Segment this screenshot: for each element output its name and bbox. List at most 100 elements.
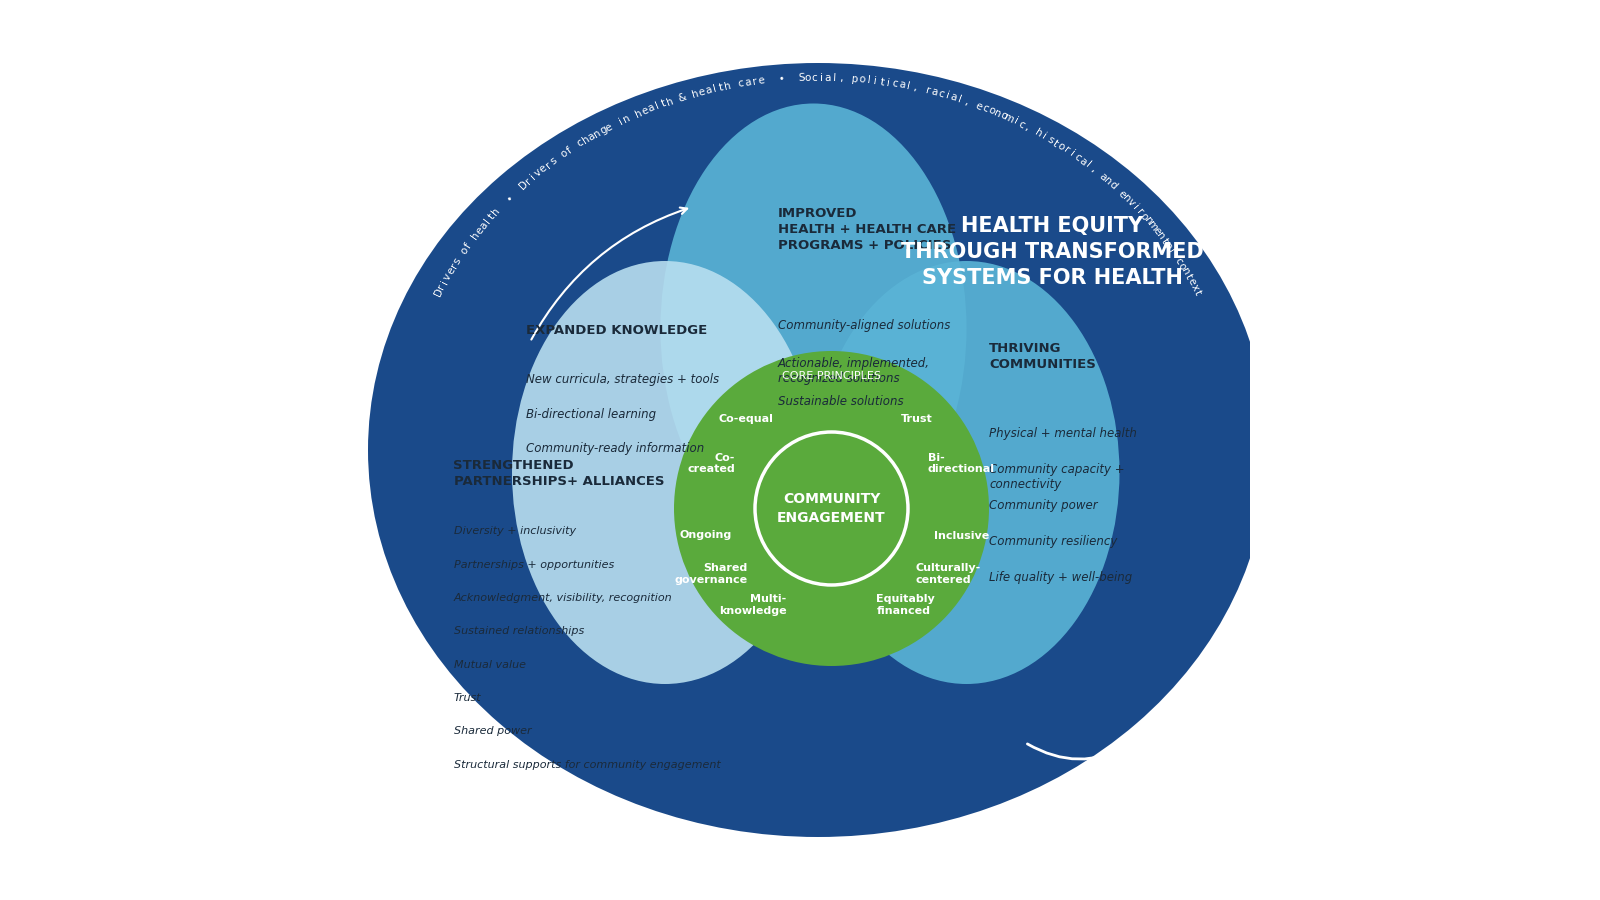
Text: EXPANDED KNOWLEDGE: EXPANDED KNOWLEDGE xyxy=(525,324,707,337)
Text: l: l xyxy=(906,81,910,92)
Text: Multi-
knowledge: Multi- knowledge xyxy=(718,594,787,616)
Text: l: l xyxy=(866,75,870,86)
FancyArrowPatch shape xyxy=(531,208,686,339)
Text: s: s xyxy=(549,156,558,166)
Text: o: o xyxy=(459,245,470,256)
Text: a: a xyxy=(930,86,939,98)
Text: c: c xyxy=(1173,256,1184,266)
Text: f: f xyxy=(462,241,474,250)
Text: t: t xyxy=(659,98,667,109)
Text: a: a xyxy=(1077,156,1088,167)
Text: r: r xyxy=(1134,207,1146,217)
Text: v: v xyxy=(1125,197,1136,208)
Text: Actionable, implemented,
recognized solutions: Actionable, implemented, recognized solu… xyxy=(778,357,930,385)
Text: i: i xyxy=(886,77,891,88)
Text: ,: , xyxy=(1088,164,1098,174)
Text: ,: , xyxy=(840,73,843,83)
Text: i: i xyxy=(1131,202,1141,211)
Text: ,: , xyxy=(912,83,917,93)
Text: c: c xyxy=(1072,152,1083,163)
Text: h: h xyxy=(634,107,643,120)
Text: c: c xyxy=(981,103,989,114)
Text: Co-
created: Co- created xyxy=(688,453,736,474)
Text: Sustained relationships: Sustained relationships xyxy=(453,626,584,636)
Text: n: n xyxy=(1142,215,1154,227)
Text: o: o xyxy=(858,75,866,85)
Text: Life quality + well-being: Life quality + well-being xyxy=(989,572,1133,584)
Text: o: o xyxy=(998,110,1008,122)
Text: l: l xyxy=(1083,160,1091,170)
Text: i: i xyxy=(944,91,950,101)
Ellipse shape xyxy=(512,261,818,684)
Text: n: n xyxy=(1120,193,1133,204)
Text: h: h xyxy=(470,230,482,241)
Text: e: e xyxy=(1117,188,1128,200)
Text: Diversity + inclusivity: Diversity + inclusivity xyxy=(453,526,576,536)
Text: Acknowledgment, visibility, recognition: Acknowledgment, visibility, recognition xyxy=(453,593,672,603)
Text: r: r xyxy=(523,176,533,186)
Text: f: f xyxy=(565,145,574,156)
Text: o: o xyxy=(986,105,997,117)
Text: STRENGTHENED
PARTNERSHIPS+ ALLIANCES: STRENGTHENED PARTNERSHIPS+ ALLIANCES xyxy=(453,459,664,488)
Text: h: h xyxy=(1034,128,1045,140)
Text: l: l xyxy=(834,73,837,83)
Text: o: o xyxy=(558,148,570,160)
Text: Co-equal: Co-equal xyxy=(718,414,773,424)
Text: a: a xyxy=(898,79,906,91)
Text: l: l xyxy=(1166,247,1176,255)
Text: i: i xyxy=(528,172,538,182)
Text: Shared
governance: Shared governance xyxy=(675,563,747,585)
Text: •: • xyxy=(778,74,784,85)
Text: i: i xyxy=(819,73,822,83)
Text: h: h xyxy=(723,81,733,92)
Text: n: n xyxy=(621,112,632,125)
Ellipse shape xyxy=(661,104,966,554)
Text: r: r xyxy=(752,76,757,87)
Text: THRIVING
COMMUNITIES: THRIVING COMMUNITIES xyxy=(989,342,1096,371)
Text: •: • xyxy=(504,193,515,204)
FancyArrowPatch shape xyxy=(1027,744,1128,759)
Text: IMPROVED
HEALTH + HEALTH CARE
PROGRAMS + POLICIES: IMPROVED HEALTH + HEALTH CARE PROGRAMS +… xyxy=(778,207,955,252)
Text: l: l xyxy=(483,217,493,225)
Text: c: c xyxy=(576,138,586,149)
Text: ,: , xyxy=(1022,122,1030,132)
Text: n: n xyxy=(1102,176,1114,187)
Text: t: t xyxy=(1182,273,1194,281)
Ellipse shape xyxy=(368,63,1267,837)
Text: Bi-
directional: Bi- directional xyxy=(928,453,995,474)
Text: a: a xyxy=(824,73,832,83)
Text: a: a xyxy=(586,130,597,142)
Text: n: n xyxy=(1179,266,1190,276)
Text: t: t xyxy=(718,82,725,93)
Text: Sustainable solutions: Sustainable solutions xyxy=(778,395,902,408)
Text: i: i xyxy=(1040,131,1048,141)
Text: e: e xyxy=(603,122,614,133)
Text: e: e xyxy=(538,163,549,175)
Text: i: i xyxy=(1067,149,1077,158)
Text: i: i xyxy=(618,116,624,127)
Text: o: o xyxy=(1056,140,1067,153)
Text: ,: , xyxy=(963,96,970,107)
Text: n: n xyxy=(592,128,603,140)
Text: CORE PRINCIPLES: CORE PRINCIPLES xyxy=(782,371,882,381)
Text: c: c xyxy=(811,73,818,83)
Text: m: m xyxy=(1146,219,1160,233)
Text: Community-ready information: Community-ready information xyxy=(525,442,704,454)
Text: Partnerships + opportunities: Partnerships + opportunities xyxy=(453,560,614,570)
Text: a: a xyxy=(646,103,656,114)
Text: S: S xyxy=(798,73,805,83)
Text: a: a xyxy=(1162,240,1174,251)
Text: n: n xyxy=(992,107,1002,120)
Text: r: r xyxy=(925,86,931,96)
Text: i: i xyxy=(1011,116,1019,127)
Text: d: d xyxy=(1107,179,1118,191)
Text: p: p xyxy=(851,74,859,85)
Text: New curricula, strategies + tools: New curricula, strategies + tools xyxy=(525,374,718,386)
Text: D: D xyxy=(432,287,445,298)
Text: Community power: Community power xyxy=(989,500,1098,512)
Text: g: g xyxy=(598,124,608,136)
Text: m: m xyxy=(1003,112,1016,125)
Text: c: c xyxy=(1016,119,1026,130)
Text: h: h xyxy=(490,206,502,218)
Text: Bi-directional learning: Bi-directional learning xyxy=(525,408,656,420)
